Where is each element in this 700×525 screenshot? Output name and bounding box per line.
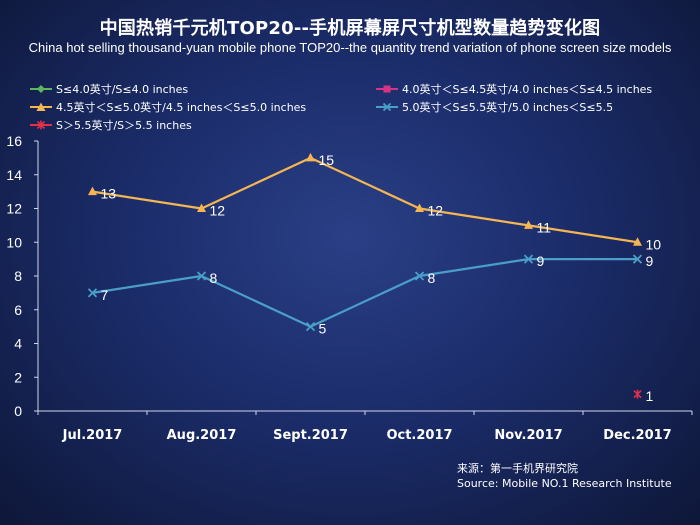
x-tick-label: Sept.2017 xyxy=(273,428,348,443)
y-tick-label: 4 xyxy=(14,336,22,352)
chart-title: 中国热销千元机TOP20--手机屏幕屏尺寸机型数量趋势变化图 xyxy=(99,18,601,39)
chart-subtitle: China hot selling thousand-yuan mobile p… xyxy=(28,40,672,55)
source-cn: 来源：第一手机界研究院 xyxy=(457,462,578,475)
data-label: 13 xyxy=(101,186,117,202)
data-point-x xyxy=(196,271,207,281)
legend-item-s-gt-5.5: S＞5.5英寸/S＞5.5 inches xyxy=(30,117,192,133)
source-en: Source: Mobile NO.1 Research Institute xyxy=(457,477,672,490)
legend-label: 4.0英寸＜S≤4.5英寸/4.0 inches＜S≤4.5 inches xyxy=(402,83,653,96)
y-tick-label: 8 xyxy=(14,268,22,284)
data-label: 12 xyxy=(428,203,444,219)
data-label: 7 xyxy=(101,287,109,303)
data-label: 8 xyxy=(210,270,218,286)
data-label: 9 xyxy=(537,253,545,269)
y-tick-label: 16 xyxy=(6,133,22,149)
legend-swatch-green-diamond-icon xyxy=(30,85,52,93)
legend-item-4.0-4.5: 4.0英寸＜S≤4.5英寸/4.0 inches＜S≤4.5 inches xyxy=(376,81,652,97)
data-point-triangle xyxy=(197,203,206,212)
data-point-triangle xyxy=(306,152,315,162)
x-tick-label: Aug.2017 xyxy=(167,428,237,443)
legend-swatch-orange-triangle-icon xyxy=(30,102,52,111)
data-point-x xyxy=(414,271,425,281)
y-tick-label: 6 xyxy=(14,302,22,318)
data-point-triangle xyxy=(88,186,97,196)
data-point-star xyxy=(633,389,642,399)
data-label: 5 xyxy=(319,321,327,337)
legend-label: 5.0英寸＜S≤5.5英寸/5.0 inches＜S≤5.5 xyxy=(402,101,614,114)
data-point-x xyxy=(632,254,643,264)
y-tick-label: 14 xyxy=(6,167,22,183)
y-tick-label: 12 xyxy=(6,201,22,217)
legend-item-4.5-5.0: 4.5英寸＜S≤5.0英寸/4.5 inches＜S≤5.0 inches xyxy=(30,99,306,115)
legend-swatch-red-star-icon xyxy=(30,120,52,130)
x-tick-label: Oct.2017 xyxy=(386,428,452,443)
source-note: 来源：第一手机界研究院 Source: Mobile NO.1 Research… xyxy=(457,461,672,491)
legend-swatch-blue-x-icon xyxy=(376,102,398,112)
data-point-triangle xyxy=(633,237,642,246)
data-label: 9 xyxy=(646,253,654,269)
data-point-triangle xyxy=(524,220,533,229)
data-label: 10 xyxy=(646,236,662,252)
series-line-2 xyxy=(92,156,638,244)
data-label: 1 xyxy=(646,388,654,404)
legend-label: S＞5.5英寸/S＞5.5 inches xyxy=(56,119,192,132)
data-point-triangle xyxy=(415,203,424,212)
y-tick-label: 0 xyxy=(14,403,22,419)
legend-item-s-le-4.0: S≤4.0英寸/S≤4.0 inches xyxy=(30,81,188,97)
data-label: 12 xyxy=(210,203,226,219)
x-tick-label: Jul.2017 xyxy=(62,428,123,443)
legend-item-5.0-5.5: 5.0英寸＜S≤5.5英寸/5.0 inches＜S≤5.5 xyxy=(376,99,613,115)
y-tick-label: 2 xyxy=(14,369,22,385)
data-label: 8 xyxy=(428,270,436,286)
legend-label: 4.5英寸＜S≤5.0英寸/4.5 inches＜S≤5.0 inches xyxy=(56,101,307,114)
series-line-3 xyxy=(92,258,638,328)
x-tick-label: Dec.2017 xyxy=(603,428,671,443)
data-label: 15 xyxy=(319,152,335,168)
legend-label: S≤4.0英寸/S≤4.0 inches xyxy=(56,83,189,96)
data-point-x xyxy=(523,254,534,264)
data-label: 11 xyxy=(537,219,552,235)
data-point-x xyxy=(87,288,98,298)
x-tick-label: Nov.2017 xyxy=(494,428,562,443)
y-tick-label: 10 xyxy=(6,234,22,250)
legend-swatch-magenta-square-icon xyxy=(376,85,398,93)
data-point-x xyxy=(305,321,316,332)
